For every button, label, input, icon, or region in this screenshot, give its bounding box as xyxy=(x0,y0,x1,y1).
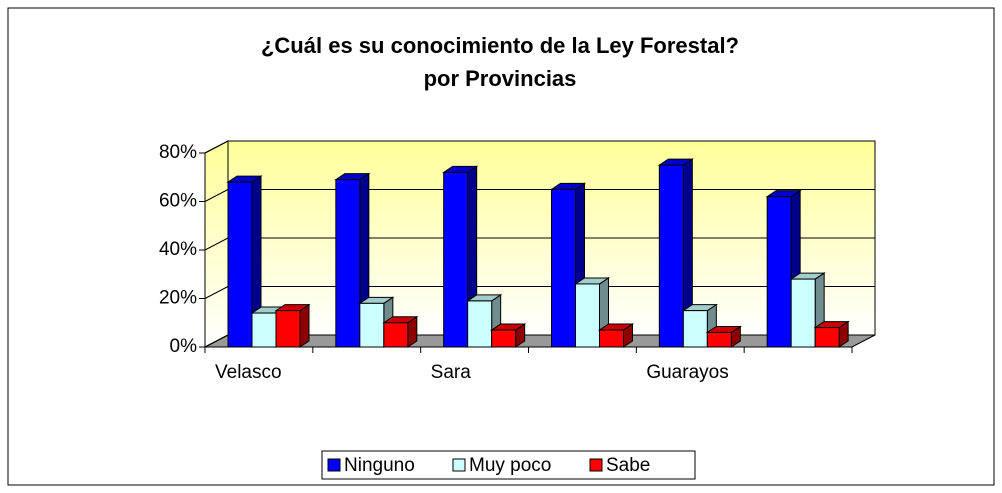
bar xyxy=(359,302,385,348)
bar xyxy=(599,329,624,348)
legend-label: Muy poco xyxy=(469,455,551,476)
bar-side xyxy=(299,303,310,348)
grid-line xyxy=(204,140,229,154)
bar xyxy=(491,329,517,348)
bar xyxy=(383,322,409,348)
legend-box xyxy=(321,450,696,480)
y-tick-label: 60% xyxy=(159,191,197,212)
bar xyxy=(814,327,840,348)
bar xyxy=(766,196,792,348)
grid-line xyxy=(204,189,229,202)
bar xyxy=(658,164,684,348)
legend-swatch xyxy=(589,458,603,472)
bar xyxy=(335,179,361,348)
legend-swatch xyxy=(452,458,466,472)
x-tick-label: Sara xyxy=(431,362,472,383)
legend-swatch xyxy=(327,458,341,472)
bar xyxy=(227,181,253,348)
bar xyxy=(682,310,708,348)
bar xyxy=(575,283,600,348)
legend-label: Ninguno xyxy=(344,455,415,476)
grid-line xyxy=(204,237,229,251)
bar xyxy=(443,171,469,348)
bar xyxy=(275,310,301,348)
y-tick-label: 0% xyxy=(170,336,198,357)
bar xyxy=(706,331,732,348)
y-tick-label: 80% xyxy=(159,142,197,163)
chart-title: por Provincias xyxy=(424,66,577,91)
y-tick-label: 40% xyxy=(159,239,197,260)
bar xyxy=(790,278,816,348)
legend-label: Sabe xyxy=(606,455,650,476)
grid-line xyxy=(204,334,229,348)
bar xyxy=(467,300,493,348)
x-tick-label: Guarayos xyxy=(646,362,728,383)
x-tick-label: Velasco xyxy=(215,362,282,383)
chart-title: ¿Cuál es su conocimiento de la Ley Fores… xyxy=(261,33,739,58)
bar xyxy=(551,188,576,348)
grid-line xyxy=(204,286,229,299)
y-tick-label: 20% xyxy=(159,288,197,309)
bar xyxy=(251,312,277,348)
